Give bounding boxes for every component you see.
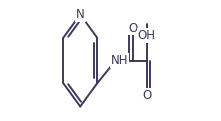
Text: O: O [128, 22, 137, 35]
Text: OH: OH [138, 29, 156, 42]
Text: NH: NH [111, 54, 128, 67]
Text: N: N [76, 8, 85, 21]
Text: O: O [142, 89, 151, 102]
